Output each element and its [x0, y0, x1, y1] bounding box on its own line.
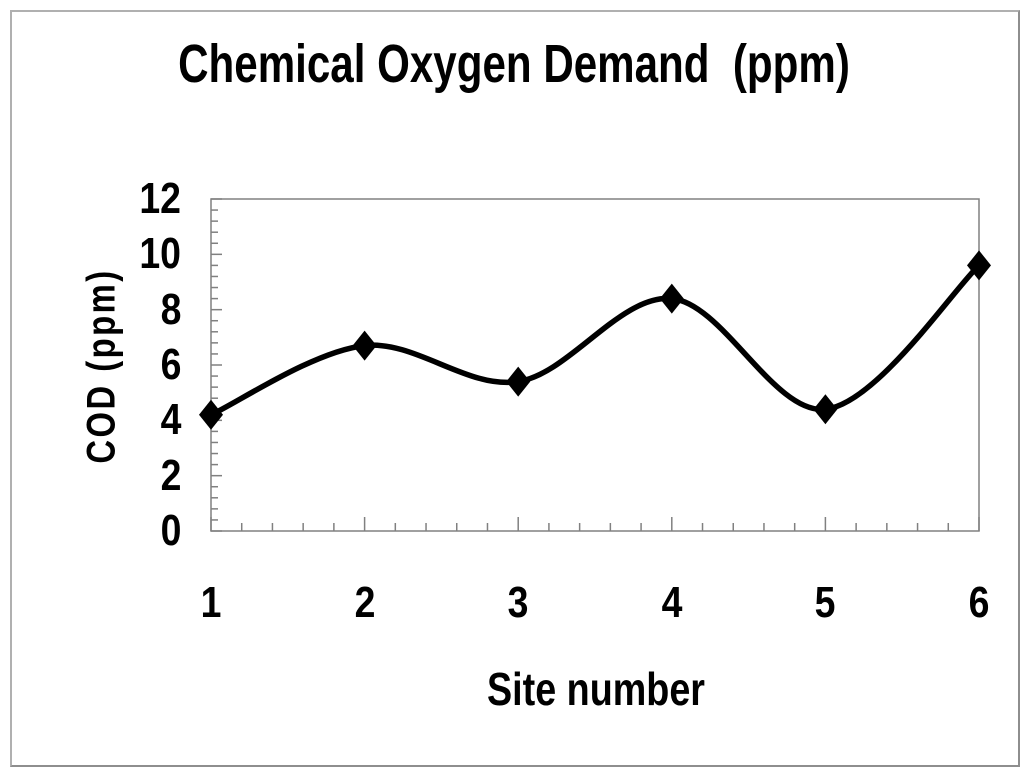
data-point-marker	[352, 330, 377, 361]
cod-series-line	[208, 262, 982, 418]
data-point-marker	[506, 366, 531, 397]
x-axis-title: Site number	[487, 663, 705, 715]
data-point-marker	[659, 283, 684, 314]
plot-border	[210, 198, 980, 532]
data-point-marker	[813, 394, 838, 425]
chart-title: Chemical Oxygen Demand (ppm)	[178, 34, 850, 94]
data-point-marker	[199, 399, 223, 430]
data-point-marker	[967, 250, 991, 281]
